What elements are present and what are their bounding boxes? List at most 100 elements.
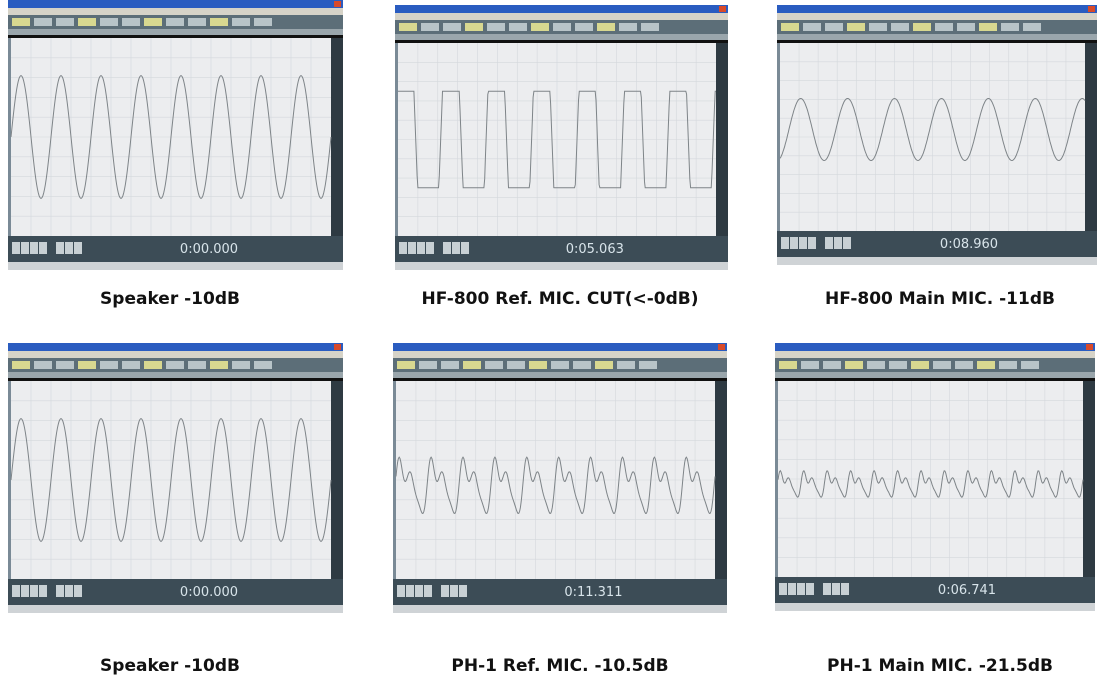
zoom-button[interactable] [450, 585, 458, 597]
toolbar-button [78, 18, 96, 26]
caption: PH-1 Ref. MIC. -10.5dB [451, 656, 668, 676]
transport-button[interactable] [781, 237, 789, 249]
zoom-button[interactable] [74, 242, 82, 254]
transport-button[interactable] [424, 585, 432, 597]
transport-button[interactable] [415, 585, 423, 597]
transport-button[interactable] [30, 585, 38, 597]
time-display: 0:11.311 [564, 585, 622, 600]
toolbar-button [122, 18, 140, 26]
toolbar-button [56, 18, 74, 26]
caption: HF-800 Main MIC. -11dB [825, 289, 1055, 309]
toolbar-button [254, 18, 272, 26]
toolbar-button [803, 23, 821, 31]
transport-button[interactable] [397, 585, 405, 597]
close-button [1088, 6, 1095, 12]
title-bar [775, 343, 1095, 351]
transport-button[interactable] [408, 242, 416, 254]
status-bar [775, 603, 1095, 611]
transport-button[interactable] [21, 585, 29, 597]
transport-button[interactable] [406, 585, 414, 597]
transport-button[interactable] [39, 242, 47, 254]
toolbar-button [847, 23, 865, 31]
toolbar-button [122, 361, 140, 369]
transport-button[interactable] [426, 242, 434, 254]
toolbar-button [188, 18, 206, 26]
editor-window: 0:00.000 [8, 0, 343, 270]
zoom-button[interactable] [65, 585, 73, 597]
zoom-button[interactable] [56, 242, 64, 254]
toolbar-button [641, 23, 659, 31]
title-bar [777, 5, 1097, 13]
transport-button[interactable] [21, 242, 29, 254]
zoom-button[interactable] [459, 585, 467, 597]
zoom-button[interactable] [841, 583, 849, 595]
caption: Speaker -10dB [100, 289, 240, 309]
toolbar-button [979, 23, 997, 31]
transport-button[interactable] [399, 242, 407, 254]
zoom-button[interactable] [65, 242, 73, 254]
transport-button[interactable] [39, 585, 47, 597]
close-button [719, 6, 726, 12]
toolbar-button [531, 23, 549, 31]
zoom-button[interactable] [823, 583, 831, 595]
transport-button[interactable] [790, 237, 798, 249]
transport-button[interactable] [12, 585, 20, 597]
zoom-button[interactable] [843, 237, 851, 249]
toolbar-button [399, 23, 417, 31]
level-ruler [331, 38, 343, 236]
status-bar [395, 262, 728, 270]
toolbar-button [166, 361, 184, 369]
zoom-button[interactable] [452, 242, 460, 254]
transport-button[interactable] [808, 237, 816, 249]
transport-button[interactable] [799, 237, 807, 249]
toolbar-button [507, 361, 525, 369]
title-bar [8, 0, 343, 8]
level-ruler [1085, 43, 1097, 231]
toolbar-button [1023, 23, 1041, 31]
caption: HF-800 Ref. MIC. CUT(<-0dB) [421, 289, 698, 309]
time-display: 0:08.960 [940, 237, 998, 252]
transport-button[interactable] [788, 583, 796, 595]
zoom-button[interactable] [834, 237, 842, 249]
editor-window: 0:05.063 [395, 5, 728, 270]
transport-button[interactable] [30, 242, 38, 254]
caption: PH-1 Main MIC. -21.5dB [827, 656, 1053, 676]
toolbar-button [144, 361, 162, 369]
status-bar [8, 262, 343, 270]
close-button [334, 1, 341, 7]
toolbar-button [232, 361, 250, 369]
toolbar-button [617, 361, 635, 369]
transport-button[interactable] [779, 583, 787, 595]
tab-strip [777, 34, 1097, 40]
toolbar-button [100, 18, 118, 26]
toolbar-button [913, 23, 931, 31]
transport-button[interactable] [806, 583, 814, 595]
zoom-button[interactable] [74, 585, 82, 597]
transport-button[interactable] [12, 242, 20, 254]
toolbar-button [78, 361, 96, 369]
menu-bar [775, 351, 1095, 358]
overview-bar [777, 40, 1097, 43]
zoom-button[interactable] [56, 585, 64, 597]
toolbar-button [34, 361, 52, 369]
time-display: 0:05.063 [566, 242, 624, 257]
toolbar-button [957, 23, 975, 31]
toolbar-button [597, 23, 615, 31]
zoom-button[interactable] [443, 242, 451, 254]
level-ruler [331, 381, 343, 579]
editor-window: 0:00.000 [8, 343, 343, 613]
toolbar-button [443, 23, 461, 31]
zoom-button[interactable] [825, 237, 833, 249]
toolbar-button [487, 23, 505, 31]
toolbar-button [509, 23, 527, 31]
zoom-button[interactable] [461, 242, 469, 254]
zoom-button[interactable] [441, 585, 449, 597]
transport-button[interactable] [797, 583, 805, 595]
transport-button[interactable] [417, 242, 425, 254]
menu-bar [777, 13, 1097, 20]
toolbar-button [34, 18, 52, 26]
zoom-button[interactable] [832, 583, 840, 595]
menu-bar [8, 351, 343, 358]
toolbar-button [100, 361, 118, 369]
toolbar-button [166, 18, 184, 26]
